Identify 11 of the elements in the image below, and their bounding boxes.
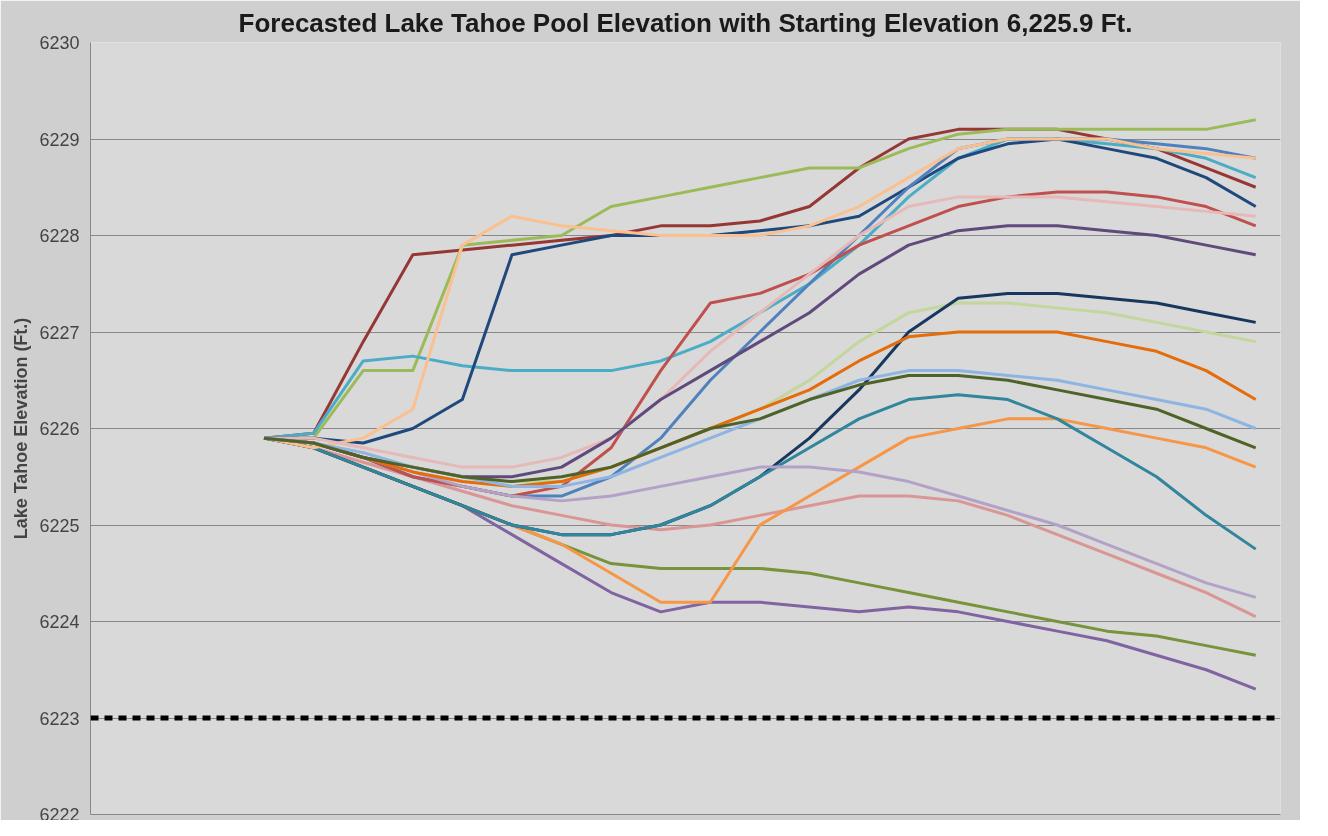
y-tick-label: 6222 bbox=[39, 804, 80, 825]
chart-title: Forecasted Lake Tahoe Pool Elevation with Starting Elevation 6,225.9 Ft. bbox=[238, 7, 1133, 38]
y-axis-title: Lake Tahoe Elevation (Ft.) bbox=[11, 317, 32, 540]
y-tick-label: 6227 bbox=[39, 322, 80, 343]
y-tick-label: 6228 bbox=[39, 226, 80, 246]
y-tick-label: 6230 bbox=[39, 33, 80, 53]
y-tick-label: 6229 bbox=[39, 129, 80, 150]
y-tick-label: 6226 bbox=[39, 419, 80, 439]
y-tick-label: 6224 bbox=[39, 612, 80, 632]
y-tick-label: 6223 bbox=[39, 708, 80, 729]
y-tick-label: 6225 bbox=[39, 515, 80, 536]
